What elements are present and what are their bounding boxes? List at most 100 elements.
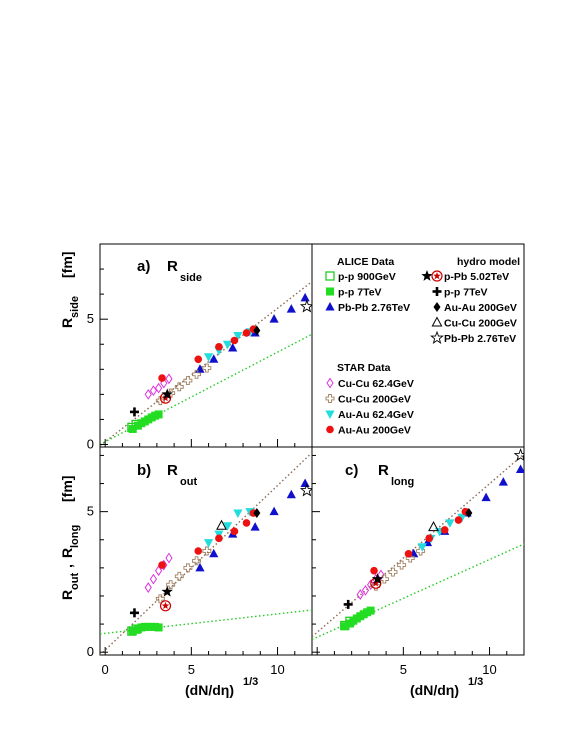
legend-marker-cucu62-shape bbox=[326, 377, 334, 389]
panel-c-marker-pp7-shape bbox=[340, 622, 349, 631]
panel-c-marker-auau62 bbox=[457, 513, 467, 523]
legend-marker-auau200-shape bbox=[326, 425, 334, 434]
panel-c-marker-cucu62 bbox=[377, 569, 385, 581]
legend-marker-m_pbpb-shape bbox=[430, 330, 444, 344]
panel-a-marker-m_pbpb bbox=[299, 299, 312, 313]
panel-c-marker-m_cucu bbox=[428, 521, 439, 532]
panel-b-marker-cucu200 bbox=[202, 546, 212, 556]
panel-b-marker-auau200-shape bbox=[215, 534, 223, 543]
panel-a-marker-pp7 bbox=[128, 424, 137, 433]
panel-a-marker-pp7-shape bbox=[154, 410, 163, 419]
panel-c-label: c) bbox=[345, 462, 358, 479]
panel-a-marker-m_ppb_star bbox=[161, 388, 173, 400]
panel-a-plot-area bbox=[100, 281, 312, 447]
panel-a-marker-auau200 bbox=[194, 355, 203, 364]
panel-a-marker-pbpb-shape bbox=[228, 343, 238, 352]
panel-b-marker-cucu62-shape bbox=[165, 552, 173, 564]
panel-a-marker-cucu200 bbox=[183, 376, 193, 386]
panel-b-ref-line-brown-dotted bbox=[100, 452, 312, 655]
legend-marker-m_pp7-v bbox=[435, 287, 439, 296]
panel-a-marker-cucu62 bbox=[144, 388, 152, 400]
panel-c-marker-cucu200-shape bbox=[388, 567, 398, 577]
panel-b-marker-auau62-shape bbox=[233, 509, 243, 519]
legend-marker-auau200 bbox=[326, 425, 334, 434]
xtick-label: 0 bbox=[102, 662, 109, 677]
panel-a-ytick-label: 5 bbox=[87, 311, 94, 326]
panel-a-marker-cucu200-shape bbox=[192, 369, 201, 379]
panel-a-marker-auau62-shape bbox=[222, 340, 233, 350]
ylabel-top-symbol: R bbox=[59, 318, 75, 328]
panel-b-marker-m_ppb_star bbox=[161, 585, 173, 597]
panel-b-marker-auau200 bbox=[230, 527, 239, 536]
ylabel-bottom-subscript2: long bbox=[69, 525, 81, 548]
panel-b-subscript: out bbox=[180, 476, 197, 488]
xtick-label: 5 bbox=[400, 662, 407, 677]
panel-b-marker-pp7-shape bbox=[154, 623, 163, 632]
panel-c-marker-cucu62-shape bbox=[356, 589, 364, 600]
panel-c-marker-auau62-shape bbox=[445, 519, 455, 528]
ylabel-bottom-symbol2: R bbox=[59, 548, 75, 558]
panel-b-marker-pbpb-shape bbox=[300, 478, 310, 488]
panel-a-marker-m_ppb_star-shape bbox=[161, 388, 173, 400]
panel-frames bbox=[99, 243, 525, 656]
panel-a-marker-auau200 bbox=[215, 342, 223, 351]
panel-c bbox=[312, 448, 524, 655]
panel-b-marker-cucu200 bbox=[174, 571, 184, 581]
panel-c-marker-cucu200 bbox=[397, 560, 407, 570]
panel-a-marker-cucu62-shape bbox=[165, 373, 173, 385]
legend-marker-m_ppb-star bbox=[421, 270, 433, 281]
ylabel-bottom-unit: [fm] bbox=[59, 476, 75, 502]
xlabel-left-exponent: 1/3 bbox=[243, 676, 258, 688]
panel-b-marker-pp7 bbox=[128, 627, 137, 636]
panel-b-marker-m_ppb bbox=[159, 600, 172, 612]
panel-c-marker-cucu62 bbox=[356, 589, 364, 600]
panel-a-marker-pbpb bbox=[269, 314, 279, 323]
legend-marker-cucu62 bbox=[326, 377, 334, 389]
legend-label-pp7: p-p 7TeV bbox=[338, 287, 382, 299]
panel-a-marker-pp7 bbox=[154, 410, 163, 419]
panel-b-marker-m_pp7-v bbox=[133, 608, 136, 618]
xlabel-right-exponent: 1/3 bbox=[468, 676, 483, 688]
panel-c-symbol: R bbox=[378, 462, 389, 479]
panel-b-marker-pp7-shape bbox=[128, 627, 137, 636]
legend-star-title: STAR Data bbox=[337, 362, 391, 374]
panel-b-marker-auau62 bbox=[233, 509, 243, 519]
legend-marker-auau62-shape bbox=[325, 410, 335, 419]
panel-b-marker-auau200 bbox=[194, 547, 203, 555]
panel-a-marker-cucu62 bbox=[165, 373, 173, 385]
panel-a-marker-cucu62-shape bbox=[155, 382, 163, 394]
panel-a-marker-cucu62-shape bbox=[149, 385, 158, 397]
panel-c-marker-m_ppb_star bbox=[371, 573, 384, 584]
panel-b-marker-cucu200 bbox=[166, 580, 176, 590]
panel-a-marker-auau200-shape bbox=[215, 342, 223, 351]
panel-a-marker-auau200-shape bbox=[242, 329, 251, 337]
legend-marker-pbpb bbox=[325, 302, 335, 311]
panel-a-marker-auau200 bbox=[158, 374, 166, 382]
panel-b-marker-m_ppb_star-shape bbox=[161, 585, 173, 597]
legend-marker-m_ppb-star bbox=[433, 272, 441, 280]
legend-marker-pp900 bbox=[325, 271, 335, 281]
legend-label-m_ppb: p-Pb 5.02TeV bbox=[444, 271, 509, 283]
ylabel-bottom-symbol: R bbox=[59, 590, 75, 600]
panel-b-marker-auau200-shape bbox=[242, 519, 251, 527]
panel-b-marker-m_pp7 bbox=[129, 608, 139, 618]
legend-label-m_cucu: Cu-Cu 200GeV bbox=[444, 318, 517, 330]
panel-a-marker-cucu62 bbox=[155, 382, 163, 394]
panel-b-marker-auau200 bbox=[215, 534, 223, 543]
panel-b-marker-cucu62-shape bbox=[144, 582, 152, 593]
panel-c-marker-cucu62-shape bbox=[361, 584, 370, 596]
panel-b-marker-auau62 bbox=[222, 522, 233, 531]
panel-a-marker-pbpb bbox=[209, 354, 219, 363]
panel-a-ytick-label: 0 bbox=[87, 436, 94, 451]
panel-b-marker-pbpb bbox=[209, 548, 219, 558]
panel-a-marker-auau62 bbox=[203, 353, 214, 362]
panel-c-marker-pp7-shape bbox=[366, 606, 375, 615]
legend-marker-m_pbpb bbox=[430, 330, 444, 344]
panel-c-marker-auau200 bbox=[425, 534, 434, 543]
panel-b-marker-pp7 bbox=[154, 623, 163, 632]
panel-b-marker-m_auau bbox=[253, 508, 261, 519]
legend-hydro-title: hydro model bbox=[457, 256, 520, 268]
legend-marker-m_auau bbox=[433, 302, 441, 312]
panel-c-marker-m_pp7 bbox=[343, 599, 353, 609]
